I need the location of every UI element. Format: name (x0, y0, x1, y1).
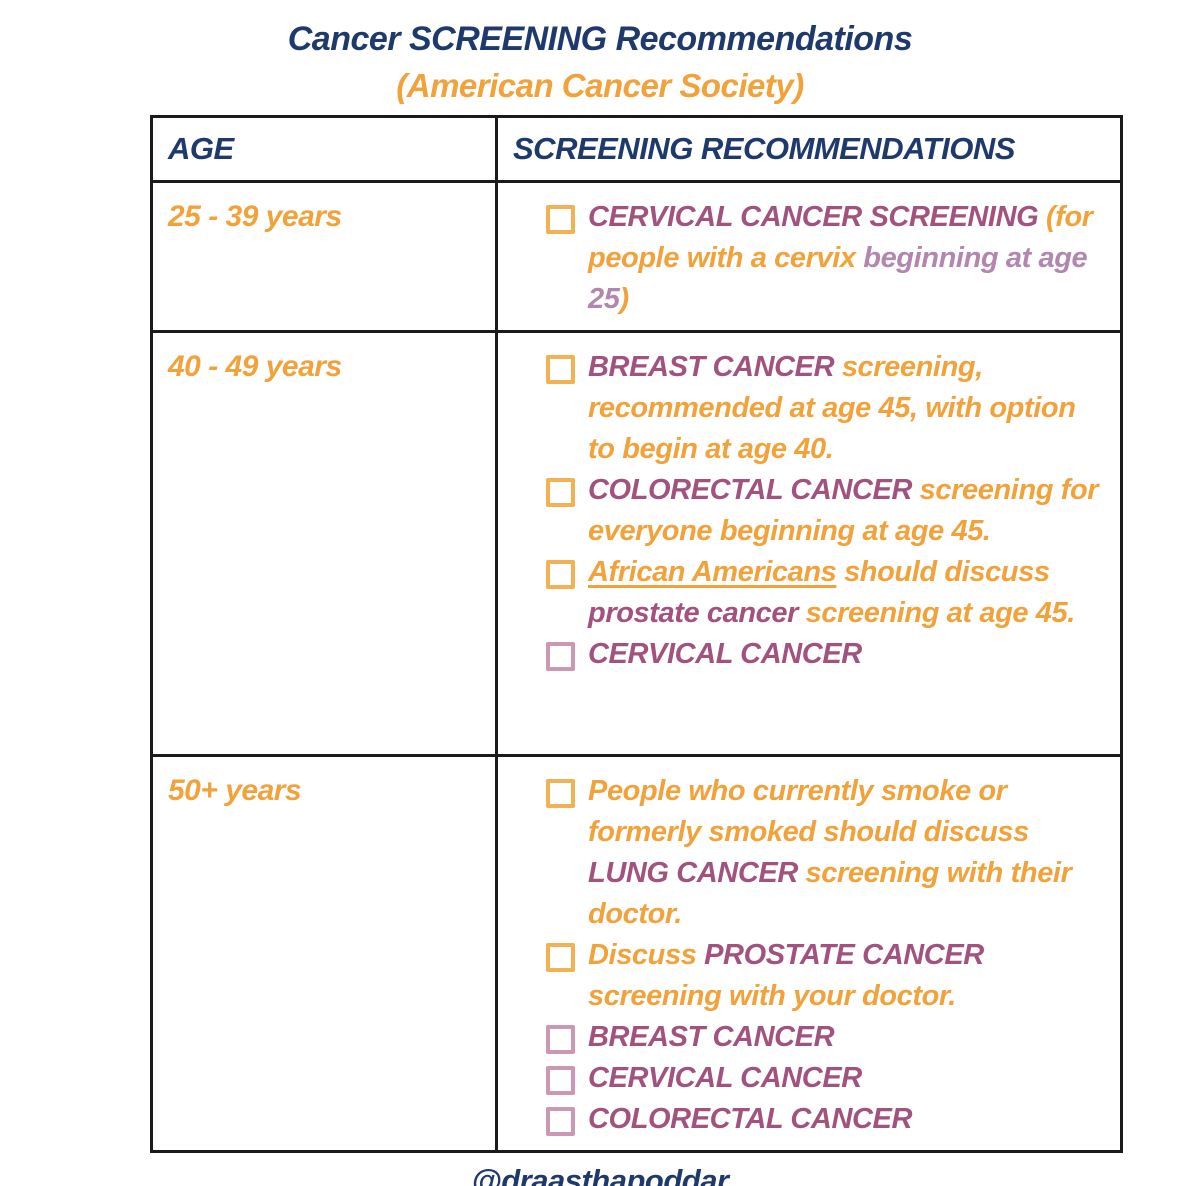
recommendation-text: Discuss PROSTATE CANCER screening with y… (588, 935, 1108, 1017)
text-segment: PROSTATE CANCER (704, 939, 984, 971)
text-segment: (for people with a cervix (588, 201, 1093, 274)
recommendations-column-header: SCREENING RECOMMENDATIONS (495, 115, 1123, 183)
text-segment: prostate cancer (588, 597, 798, 629)
recommendation-text: CERVICAL CANCER SCREENING (for people wi… (588, 197, 1108, 320)
recommendation-text: BREAST CANCER (588, 1017, 835, 1058)
text-segment: COLORECTAL CANCER (588, 474, 920, 506)
page-title: Cancer SCREENING Recommendations (287, 20, 913, 58)
recommendation-text: People who currently smoke or formerly s… (588, 771, 1108, 935)
checkbox-icon (546, 1066, 575, 1095)
checkbox-icon (546, 560, 575, 589)
text-segment: screening at age 45. (798, 597, 1076, 629)
screening-table: AGE SCREENING RECOMMENDATIONS 25 - 39 ye… (150, 115, 1123, 1153)
checkbox-icon (546, 779, 575, 808)
text-segment: screening with your doctor. (588, 980, 956, 1012)
checkbox-icon (546, 642, 575, 671)
recommendation-item: Discuss PROSTATE CANCER screening with y… (546, 935, 1110, 1017)
recommendation-item: COLORECTAL CANCER (546, 1099, 1110, 1140)
text-segment: COLORECTAL CANCER (588, 1103, 913, 1135)
checkbox-icon (546, 355, 575, 384)
table-row: 40 - 49 years BREAST CANCER screening, re… (150, 330, 1123, 757)
table-row: 50+ years People who currently smoke or f… (150, 754, 1123, 1153)
recommendation-item: CERVICAL CANCER (546, 634, 1110, 675)
recommendation-text: CERVICAL CANCER (588, 1058, 862, 1099)
text-segment: should discuss (836, 556, 1050, 588)
recommendation-item: African Americans should discuss prostat… (546, 552, 1110, 634)
recommendations-cell: CERVICAL CANCER SCREENING (for people wi… (495, 180, 1123, 333)
page-subtitle: (American Cancer Society) (396, 67, 804, 104)
recommendation-item: BREAST CANCER screening, recommended at … (546, 347, 1110, 470)
text-segment: CERVICAL CANCER (588, 638, 862, 670)
recommendation-text: COLORECTAL CANCER screening for everyone… (588, 470, 1108, 552)
header-row: AGE SCREENING RECOMMENDATIONS (150, 115, 1123, 183)
recommendation-item: CERVICAL CANCER (546, 1058, 1110, 1099)
text-segment: screening for everyone beginning at age … (588, 474, 1099, 547)
recommendation-text: African Americans should discuss prostat… (588, 552, 1108, 634)
recommendations-cell: People who currently smoke or formerly s… (495, 754, 1123, 1153)
recommendation-text: COLORECTAL CANCER (588, 1099, 912, 1140)
checkbox-icon (546, 1107, 575, 1136)
text-segment: ) (619, 283, 629, 315)
age-cell: 25 - 39 years (150, 180, 498, 333)
text-segment: screening with their doctor. (588, 857, 1072, 930)
recommendations-cell: BREAST CANCER screening, recommended at … (495, 330, 1123, 757)
age-column-header: AGE (150, 115, 498, 183)
text-segment: LUNG CANCER (588, 857, 806, 889)
text-segment: African Americans (588, 556, 837, 588)
text-segment: screening, recommended at age 45, with o… (588, 351, 1076, 465)
table-row: 25 - 39 years CERVICAL CANCER SCREENING (… (150, 180, 1123, 333)
text-segment: BREAST CANCER (588, 351, 842, 383)
checkbox-icon (546, 1025, 575, 1054)
checkbox-icon (546, 943, 575, 972)
recommendation-item: CERVICAL CANCER SCREENING (for people wi… (546, 197, 1110, 320)
recommendation-text: BREAST CANCER screening, recommended at … (588, 347, 1108, 470)
recommendation-item: BREAST CANCER (546, 1017, 1110, 1058)
text-segment: CERVICAL CANCER (588, 1062, 862, 1094)
recommendation-item: People who currently smoke or formerly s… (546, 771, 1110, 935)
age-cell: 50+ years (150, 754, 498, 1153)
text-segment: CERVICAL CANCER SCREENING (588, 201, 1046, 233)
recommendation-item: COLORECTAL CANCER screening for everyone… (546, 470, 1110, 552)
text-segment: People who currently smoke or formerly s… (588, 775, 1029, 848)
author-handle: @draasthapoddar (471, 1163, 730, 1186)
text-segment: beginning at age 25 (588, 242, 1088, 315)
text-segment: Discuss (588, 939, 705, 971)
recommendation-text: CERVICAL CANCER (588, 634, 862, 675)
checkbox-icon (546, 478, 575, 507)
age-cell: 40 - 49 years (150, 330, 498, 757)
text-segment: BREAST CANCER (588, 1021, 835, 1053)
checkbox-icon (546, 205, 575, 234)
